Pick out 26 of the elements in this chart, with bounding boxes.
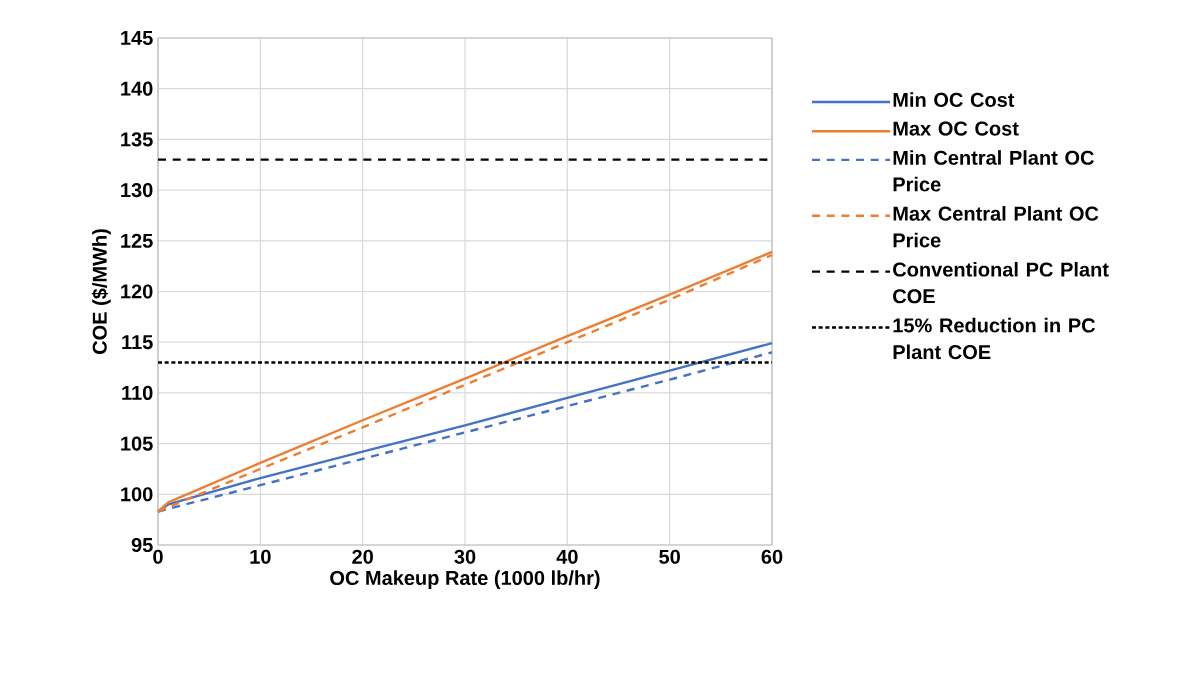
y-tick-label: 110 — [122, 385, 153, 400]
x-axis-title: OC Makeup Rate (1000 lb/hr) — [330, 570, 600, 590]
legend-label: Max OC Cost — [893, 121, 1019, 136]
y-tick-label: 130 — [121, 182, 153, 198]
y-tick-label: 140 — [121, 81, 153, 96]
y-tick-label: 95 — [131, 537, 153, 553]
y-tick-label: 120 — [121, 284, 153, 299]
legend-label: Min OC Cost — [893, 92, 1015, 107]
x-tick-label: 0 — [153, 549, 163, 564]
y-tick-label: 145 — [121, 31, 153, 45]
x-tick-label: 60 — [761, 549, 783, 564]
legend-label: Min Central Plant OC Price — [893, 150, 1094, 192]
y-axis-title: COE ($/MWh) — [91, 229, 111, 354]
x-tick-label: 50 — [659, 549, 680, 564]
y-tick-label: 115 — [122, 335, 153, 350]
legend-label: 15% Reduction in PC Plant COE — [893, 317, 1096, 360]
y-tick-label: 135 — [121, 132, 153, 147]
x-tick-label: 40 — [556, 549, 578, 564]
legend-label: Max Central Plant OC Price — [893, 206, 1099, 248]
x-tick-label: 30 — [454, 549, 476, 564]
y-tick-label: 100 — [121, 487, 153, 502]
y-tick-label: 105 — [121, 436, 153, 451]
y-tick-label: 125 — [121, 233, 153, 248]
x-tick-label: 20 — [352, 549, 373, 564]
legend-label: Conventional PC Plant COE — [893, 261, 1109, 304]
x-tick-label: 10 — [250, 549, 271, 564]
